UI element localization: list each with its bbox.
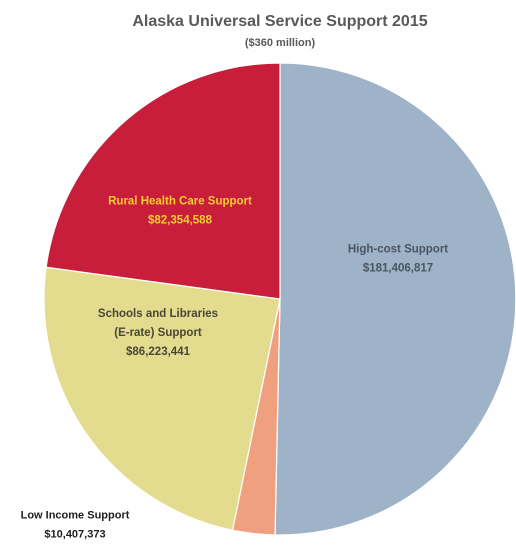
slice-label-schools-libraries: Schools and Libraries (E-rate) Support $86…	[98, 308, 218, 358]
slice-value-schools-libraries: $86,223,441	[126, 346, 191, 358]
slice-name-rural-health-care: Rural Health Care Support	[108, 196, 252, 208]
pie-slices	[43, 62, 516, 536]
pie-slice-rural-health-care	[45, 62, 281, 300]
slice-label-rural-health-care: Rural Health Care Support $82,354,588	[108, 196, 252, 227]
chart-subtitle: ($360 million)	[245, 37, 316, 49]
pie-slice-schools-libraries	[43, 266, 281, 531]
slice-name-schools-libraries: Schools and Libraries	[98, 308, 218, 320]
slice-name-low-income: Low Income Support	[21, 510, 130, 522]
slice-value-high-cost: $181,406,817	[363, 263, 433, 275]
slice-label-low-income: Low Income Support $10,407,373	[21, 510, 130, 541]
pie-labels: High-cost Support $181,406,817 Low Income …	[21, 196, 449, 541]
slice-name-high-cost: High-cost Support	[348, 244, 448, 256]
slice-value-rural-health-care: $82,354,588	[148, 215, 213, 227]
pie-slice-high-cost	[274, 62, 516, 536]
slice-value-low-income: $10,407,373	[44, 529, 105, 541]
chart-title: Alaska Universal Service Support 2015	[132, 13, 427, 30]
slice-name-schools-libraries: (E-rate) Support	[114, 327, 202, 339]
slice-label-high-cost: High-cost Support $181,406,817	[348, 244, 448, 275]
